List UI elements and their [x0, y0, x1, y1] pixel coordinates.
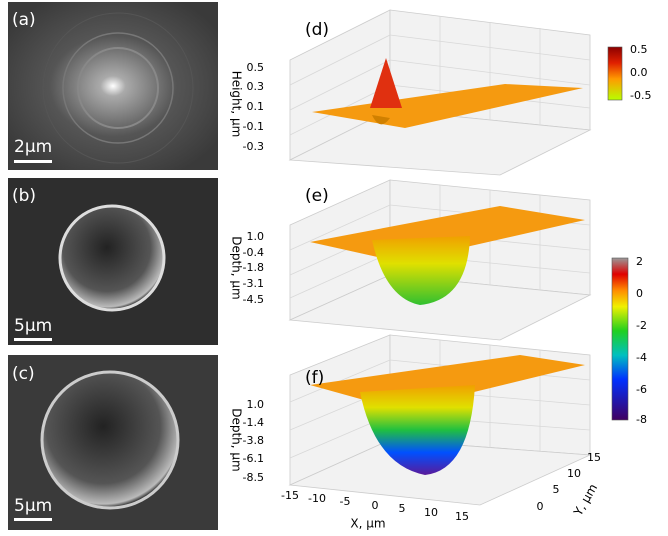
panel-label: (f)	[305, 368, 324, 388]
z-axis-label: Depth, µm	[230, 408, 244, 472]
y-tick-label: 10	[567, 467, 581, 480]
sem-panel: (c) 5µm	[8, 355, 218, 530]
colorbar-tick-label: -2	[636, 319, 647, 332]
z-tick-label: -0.1	[243, 120, 264, 133]
surface-plot: (d) Height, µm 0.5 0.3 0.1 -0.1 -0.3 0.5…	[230, 9, 651, 176]
colorbar-tick-label: -4	[636, 351, 647, 364]
x-tick-label: 10	[424, 506, 438, 519]
colorbar-tick-label: 0.0	[630, 66, 648, 79]
x-axis-label: X, µm	[350, 517, 385, 531]
colorbar-tick-label: 0.5	[630, 43, 648, 56]
z-tick-label: 0.3	[247, 80, 265, 93]
surface-plot: (e) Depth, µm 1.0 -0.4 -1.8 -3.1 -4.5	[230, 179, 592, 341]
colorbar-tick-label: -6	[636, 383, 647, 396]
colorbar-tick-label: 0	[636, 287, 643, 300]
colorbar	[607, 46, 623, 101]
z-tick-label: -0.4	[243, 246, 264, 259]
panel-label: (b)	[12, 186, 36, 206]
z-tick-label: 1.0	[247, 398, 265, 411]
colorbar: 2 0 -2 -4 -6 -8	[611, 255, 647, 426]
colorbar-tick-label: -8	[636, 413, 647, 426]
panel-label: (e)	[305, 186, 329, 206]
z-axis-label: Depth, µm	[230, 236, 244, 300]
sem-panel: (b) 5µm	[8, 178, 218, 345]
panel-label: (c)	[12, 364, 35, 384]
colorbar-tick-label: 2	[636, 255, 643, 268]
z-tick-label: 1.0	[247, 230, 265, 243]
z-tick-label: -3.1	[243, 277, 264, 290]
z-tick-label: 0.1	[247, 100, 265, 113]
z-tick-label: -4.5	[243, 293, 264, 306]
panel-label: (d)	[305, 20, 329, 40]
z-tick-label: -3.8	[243, 434, 264, 447]
z-axis-label: Height, µm	[230, 71, 244, 138]
y-tick-label: 0	[537, 500, 544, 513]
scale-bar-label: 2µm	[14, 137, 52, 157]
z-tick-label: -1.4	[243, 416, 264, 429]
z-tick-label: -6.1	[243, 452, 264, 465]
panel-label: (a)	[12, 10, 36, 30]
scale-bar-label: 5µm	[14, 496, 52, 516]
z-tick-label: -8.5	[243, 471, 264, 484]
z-tick-label: -1.8	[243, 261, 264, 274]
z-tick-label: 0.5	[247, 61, 265, 74]
y-tick-label: 5	[553, 483, 560, 496]
x-tick-label: -5	[340, 495, 351, 508]
scale-bar-label: 5µm	[14, 316, 52, 336]
surface-plot: (f) Depth, µm 1.0 -1.4 -3.8 -6.1 -8.5 -1…	[230, 334, 601, 531]
x-tick-label: 15	[455, 510, 469, 523]
x-tick-label: -10	[308, 492, 326, 505]
y-tick-label: 15	[587, 451, 601, 464]
colorbar-tick-label: -0.5	[630, 89, 651, 102]
x-tick-label: -15	[281, 489, 299, 502]
x-tick-label: 5	[399, 502, 406, 515]
x-tick-label: 0	[372, 499, 379, 512]
z-tick-label: -0.3	[243, 140, 264, 153]
y-axis-label: Y, µm	[570, 481, 600, 519]
sem-panel: (a) 2µm	[8, 2, 218, 170]
